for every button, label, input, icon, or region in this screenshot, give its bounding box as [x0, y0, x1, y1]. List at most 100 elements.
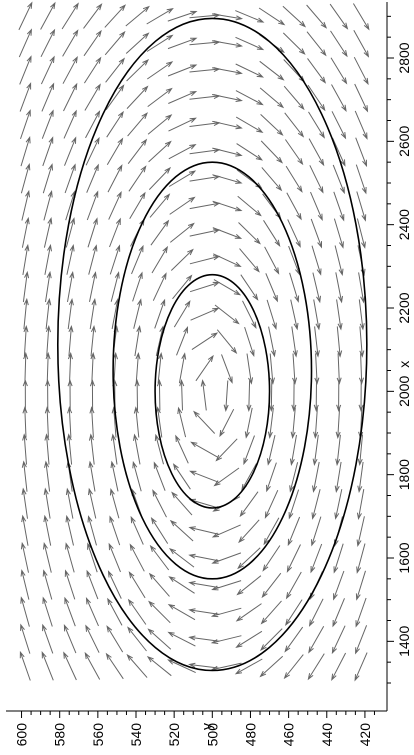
- field-arrow: [311, 516, 322, 547]
- field-arrow: [334, 489, 343, 520]
- field-arrow: [313, 299, 321, 331]
- field-arrow: [168, 144, 197, 160]
- field-arrow: [18, 28, 32, 58]
- field-arrow: [244, 407, 253, 439]
- field-arrow: [306, 31, 327, 57]
- field-arrow: [189, 470, 219, 483]
- field-arrow: [264, 246, 280, 275]
- field-arrow: [168, 170, 197, 187]
- field-arrow: [105, 57, 125, 83]
- x-tick-label: 2600: [396, 126, 412, 157]
- field-arrow: [246, 353, 254, 385]
- field-arrow: [307, 84, 326, 112]
- field-arrow: [61, 2, 79, 30]
- field-arrow: [189, 174, 221, 182]
- direction-arrows: [18, 1, 370, 682]
- contour-curve-1: [154, 273, 271, 509]
- field-arrow: [88, 433, 95, 465]
- field-arrow: [105, 652, 124, 680]
- field-arrow: [41, 109, 54, 139]
- field-arrow: [167, 37, 198, 50]
- field-arrow: [43, 541, 52, 573]
- axes: 1400 1600 1800 2000 2200 2400 2600 2800 420 440 46…: [6, 2, 412, 746]
- field-arrow: [110, 271, 120, 302]
- field-arrow: [22, 406, 28, 438]
- y-axis-title: y: [199, 723, 215, 730]
- field-arrow: [195, 354, 214, 382]
- field-arrow: [127, 626, 147, 652]
- field-arrow: [266, 462, 277, 493]
- field-arrow: [132, 460, 142, 492]
- field-arrow: [355, 625, 368, 655]
- field-arrow: [241, 463, 257, 492]
- y-tick-label: 580: [52, 723, 68, 747]
- field-arrow: [20, 109, 31, 140]
- field-arrow: [306, 4, 328, 29]
- field-arrow: [21, 216, 30, 248]
- field-arrow: [171, 491, 193, 516]
- field-arrow: [263, 517, 280, 546]
- field-arrow: [310, 218, 322, 249]
- field-arrow: [336, 326, 343, 358]
- y-tick-label: 420: [357, 723, 373, 747]
- field-arrow: [235, 603, 262, 622]
- field-arrow: [65, 542, 75, 573]
- field-arrow: [40, 1, 56, 30]
- field-arrow: [22, 243, 30, 275]
- field-arrow: [168, 117, 197, 132]
- contour-curve-2: [112, 161, 313, 580]
- field-arrow: [89, 271, 97, 302]
- field-arrow: [284, 139, 304, 166]
- field-arrow: [66, 433, 73, 465]
- field-arrow: [107, 597, 123, 626]
- field-arrow: [135, 352, 141, 384]
- field-arrow: [147, 87, 173, 107]
- field-arrow: [130, 515, 144, 545]
- field-arrow: [266, 434, 276, 466]
- field-arrow: [308, 111, 325, 139]
- field-arrow: [188, 608, 220, 615]
- field-arrow: [312, 272, 321, 304]
- field-arrow: [335, 272, 343, 304]
- field-arrow: [111, 433, 118, 465]
- field-arrow: [62, 29, 79, 57]
- field-arrow: [235, 116, 264, 133]
- field-arrow: [235, 10, 265, 23]
- field-arrow: [127, 112, 148, 137]
- field-arrow: [189, 67, 221, 73]
- field-arrow: [20, 569, 30, 600]
- field-arrow: [129, 543, 145, 572]
- field-arrow: [331, 652, 347, 682]
- field-arrow: [215, 438, 238, 462]
- field-arrow: [189, 40, 221, 46]
- field-arrow: [262, 545, 281, 572]
- field-arrow: [109, 244, 121, 275]
- field-arrow: [260, 140, 284, 164]
- field-arrow: [191, 332, 219, 351]
- field-arrow: [354, 652, 368, 682]
- field-arrow: [86, 569, 99, 600]
- field-arrow: [173, 300, 191, 328]
- field-arrow: [84, 651, 101, 680]
- field-arrow: [129, 191, 146, 220]
- field-arrow: [44, 433, 50, 465]
- field-arrow: [154, 298, 166, 329]
- field-arrow: [84, 83, 101, 111]
- field-arrow: [89, 297, 97, 330]
- field-arrow: [267, 407, 274, 439]
- field-arrow: [146, 655, 172, 677]
- field-arrow: [42, 569, 53, 600]
- field-arrow: [68, 324, 74, 357]
- field-arrow: [152, 489, 167, 518]
- field-arrow: [311, 489, 321, 520]
- field-arrow: [167, 603, 196, 621]
- field-arrow: [189, 255, 221, 265]
- field-arrow: [104, 4, 126, 28]
- field-arrow: [190, 441, 218, 458]
- field-arrow: [258, 7, 286, 26]
- field-arrow: [88, 487, 97, 519]
- field-arrow: [86, 163, 99, 193]
- field-arrow: [20, 541, 29, 573]
- field-arrow: [167, 631, 196, 647]
- field-arrow: [85, 136, 100, 166]
